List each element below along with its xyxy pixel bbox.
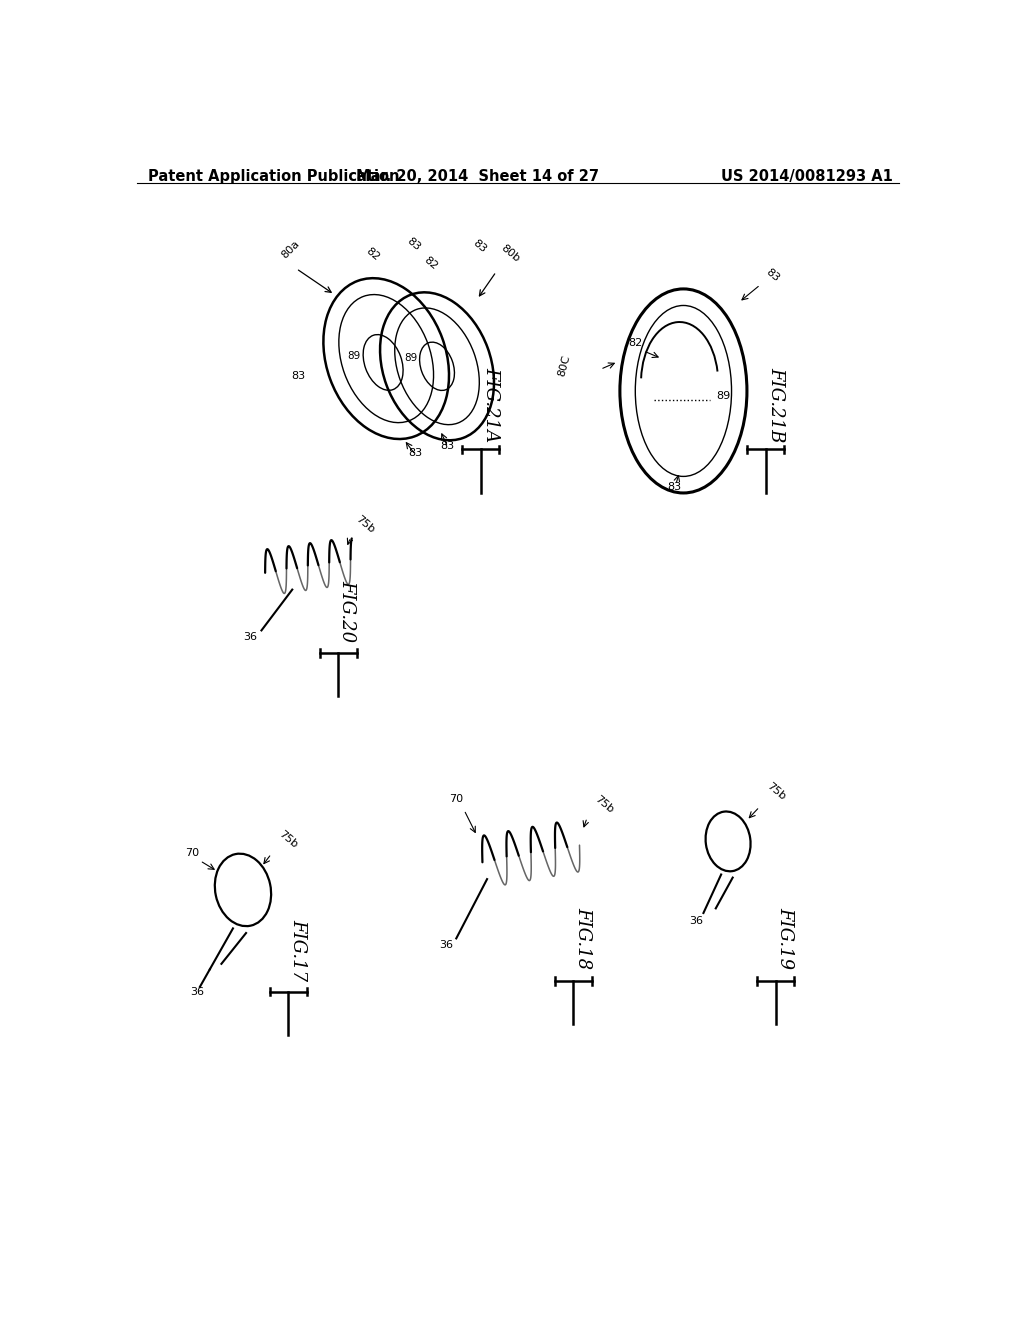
Text: 83: 83 xyxy=(471,239,488,255)
Text: 36: 36 xyxy=(689,916,702,925)
Text: 83: 83 xyxy=(409,449,423,458)
Text: 89: 89 xyxy=(347,351,360,360)
Text: Mar. 20, 2014  Sheet 14 of 27: Mar. 20, 2014 Sheet 14 of 27 xyxy=(355,169,599,183)
Text: 82: 82 xyxy=(422,255,439,272)
Text: 83: 83 xyxy=(764,267,781,284)
Text: FIG.19: FIG.19 xyxy=(776,907,794,969)
Text: 75b: 75b xyxy=(354,513,377,535)
Text: 83: 83 xyxy=(406,236,423,253)
Text: 89: 89 xyxy=(716,391,730,401)
Text: 82: 82 xyxy=(365,246,382,263)
Text: FIG.17: FIG.17 xyxy=(290,919,307,981)
Text: 89: 89 xyxy=(403,352,417,363)
Text: 36: 36 xyxy=(189,986,204,997)
Text: 36: 36 xyxy=(244,632,258,643)
Text: 36: 36 xyxy=(439,940,454,950)
Text: 70: 70 xyxy=(450,795,463,804)
Text: FIG.21A: FIG.21A xyxy=(482,367,500,442)
Text: 82: 82 xyxy=(629,338,643,348)
Text: FIG.20: FIG.20 xyxy=(339,579,356,643)
Text: FIG.18: FIG.18 xyxy=(574,907,592,969)
Text: 70: 70 xyxy=(185,847,200,858)
Text: 83: 83 xyxy=(667,482,681,491)
Text: US 2014/0081293 A1: US 2014/0081293 A1 xyxy=(721,169,893,183)
Text: 83: 83 xyxy=(440,441,455,450)
Text: 75b: 75b xyxy=(765,781,787,803)
Text: 80b: 80b xyxy=(499,243,521,264)
Text: 80C: 80C xyxy=(556,354,571,378)
Text: 80a: 80a xyxy=(280,239,302,261)
Text: FIG.21B: FIG.21B xyxy=(767,367,784,442)
Text: Patent Application Publication: Patent Application Publication xyxy=(147,169,399,183)
Text: 75b: 75b xyxy=(593,793,615,814)
Text: 75b: 75b xyxy=(276,829,299,850)
Text: 83: 83 xyxy=(292,371,305,381)
